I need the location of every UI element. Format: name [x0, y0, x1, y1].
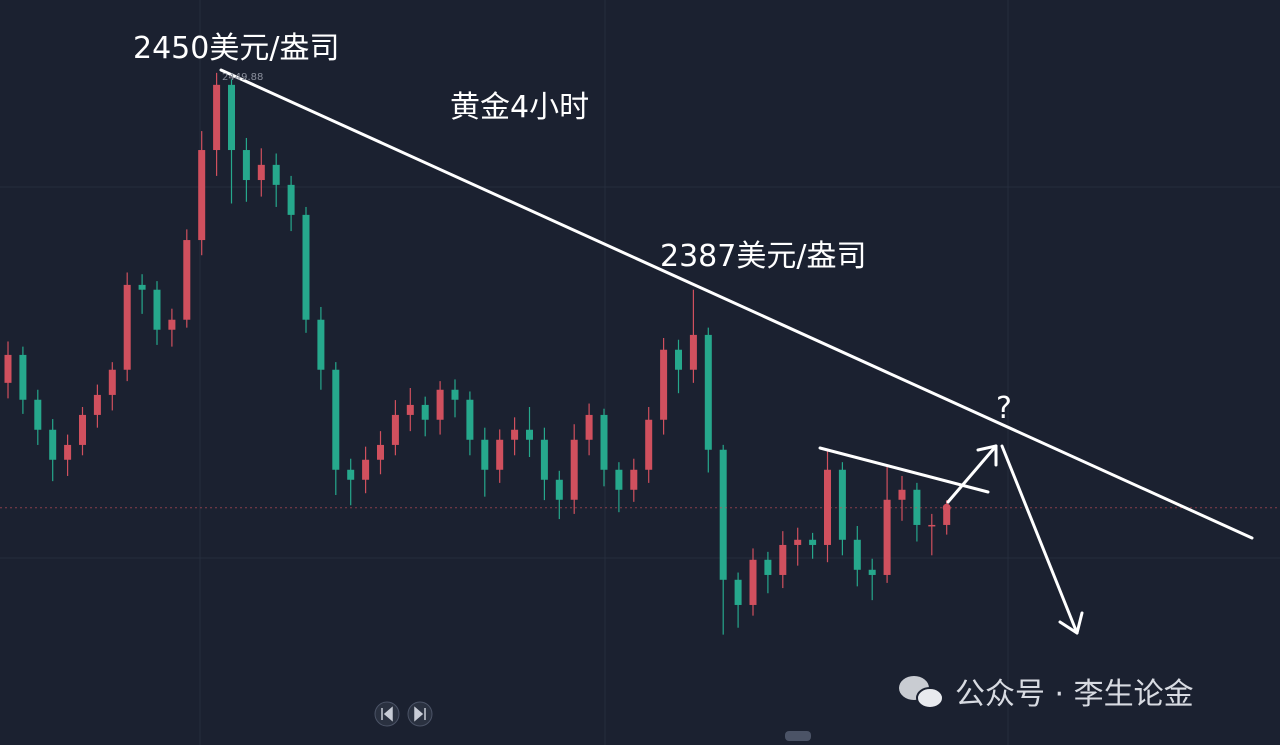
wechat-icon [916, 687, 944, 709]
candle-body [347, 469, 355, 480]
candle-body [600, 414, 608, 470]
candle-body [689, 334, 697, 370]
candle-body [511, 429, 519, 440]
candle-body [466, 399, 474, 440]
candle-body [794, 539, 802, 545]
candle-body [138, 284, 146, 290]
candle-body [436, 389, 444, 420]
candle-body [19, 354, 27, 400]
candle-body [123, 284, 131, 370]
candle-body [719, 449, 727, 580]
candle-body [257, 164, 265, 181]
candle-body [391, 414, 399, 445]
candle-body [704, 334, 712, 450]
candles [0, 72, 1280, 635]
candle-body [421, 404, 429, 420]
candle-body [49, 429, 57, 460]
candle-body [451, 389, 459, 400]
candle-body [93, 394, 101, 415]
candle-body [898, 489, 906, 500]
candle-body [34, 399, 42, 430]
candle-body [302, 214, 310, 320]
candle-body [883, 499, 891, 575]
annotation: 2450美元/盎司 [133, 31, 339, 66]
candle-body [555, 479, 563, 500]
candle-body [853, 539, 861, 570]
candle-body [228, 84, 235, 151]
candle-body [198, 150, 206, 241]
candle-body [496, 439, 504, 470]
candle-body [332, 369, 340, 470]
chart-title: 黄金4小时 [450, 90, 589, 125]
candle-body [824, 469, 831, 545]
prev-icon [381, 706, 393, 722]
next-icon [414, 706, 426, 722]
candle-body [838, 469, 846, 540]
candle-body [287, 184, 295, 215]
candle-body [645, 419, 653, 470]
candle-body [928, 524, 936, 527]
high-label: 2449.88 [222, 72, 263, 83]
watermark-text: 公众号 · 李生论金 [955, 677, 1194, 712]
scroll-handle[interactable] [785, 731, 811, 741]
candle-body [868, 569, 876, 575]
candle-body [943, 507, 951, 525]
annotation: ? [996, 391, 1012, 426]
arrow-head [1058, 611, 1084, 635]
candle-body [660, 349, 668, 420]
candle-body [615, 469, 623, 490]
replay-controls[interactable] [374, 701, 433, 727]
candle-body [406, 404, 414, 415]
arrow [946, 444, 998, 504]
annotation: 2387美元/盎司 [660, 239, 866, 274]
drawings [219, 68, 1254, 635]
trend-line [818, 446, 990, 494]
candle-body [242, 150, 250, 181]
candle-body [630, 469, 638, 490]
candle-body [540, 439, 548, 480]
watermark: 公众号 · 李生论金 [899, 676, 1194, 712]
candle-body [526, 429, 533, 440]
arrow [1000, 444, 1079, 635]
candle-body [570, 439, 578, 500]
candle-body [79, 414, 86, 445]
candle-body [183, 240, 191, 320]
candle-body [317, 319, 325, 370]
candle-body [749, 559, 757, 605]
candle-body [108, 369, 116, 395]
candle-body [377, 444, 384, 460]
candle-body [675, 349, 682, 370]
candle-body [168, 319, 176, 330]
trend-line [219, 68, 1254, 540]
candle-body [481, 439, 489, 470]
candle-body [809, 539, 817, 545]
arrow-head [976, 444, 998, 467]
candle-body [64, 444, 72, 460]
candle-body [585, 414, 593, 440]
candle-body [734, 579, 742, 605]
candle-body [764, 559, 772, 575]
candle-body [272, 164, 280, 185]
candle-body [213, 84, 221, 151]
candle-body [4, 354, 12, 383]
candle-body [153, 289, 161, 330]
candle-body [362, 459, 370, 480]
last-price-dot [942, 503, 951, 512]
candle-body [779, 544, 787, 575]
